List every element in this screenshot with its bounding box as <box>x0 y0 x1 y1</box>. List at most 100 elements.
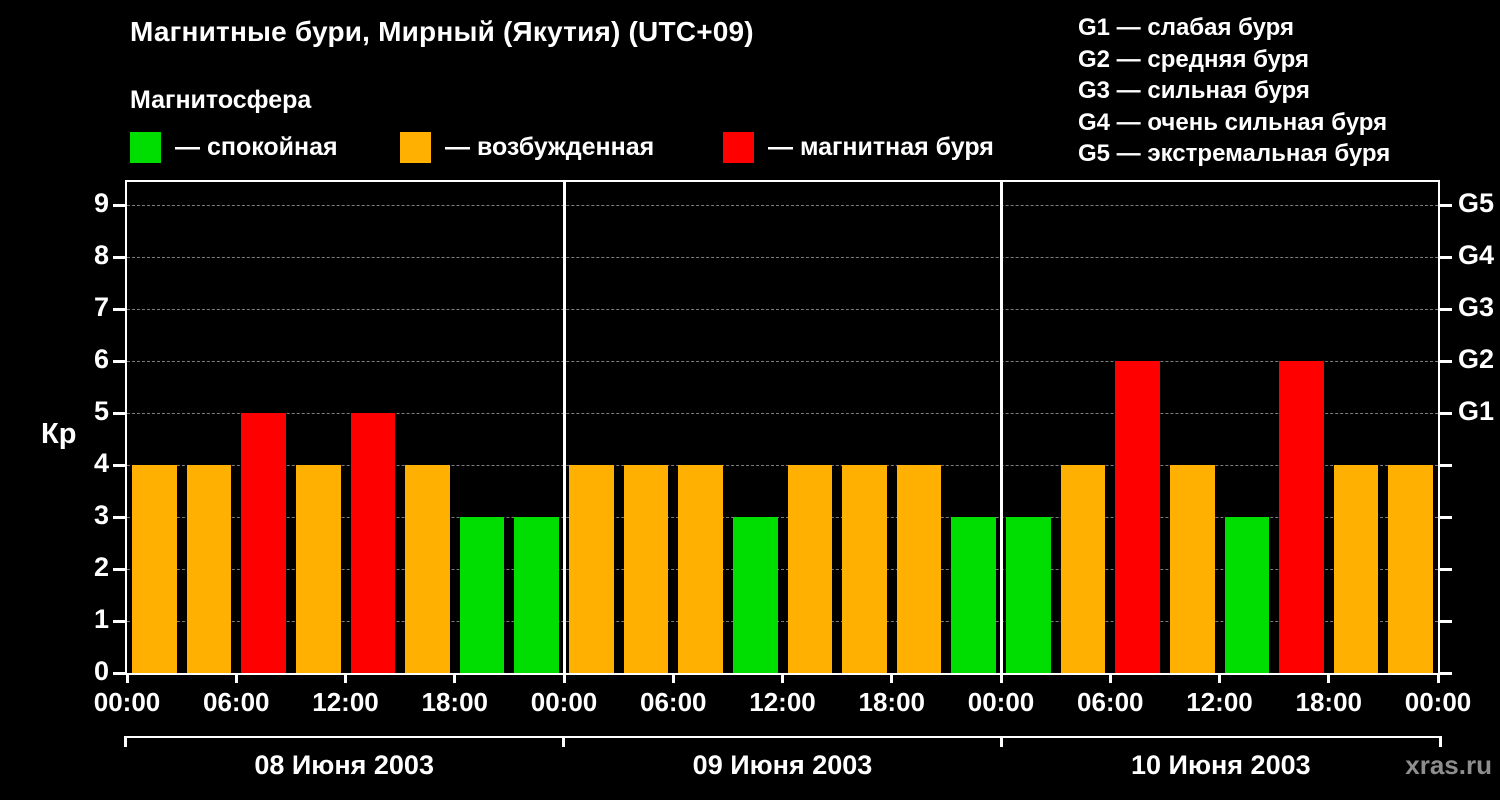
kp-bar <box>1060 465 1106 673</box>
g-legend-line: G1 — слабая буря <box>1078 14 1295 41</box>
kp-bar <box>1115 361 1160 673</box>
date-label: 10 Июня 2003 <box>1131 750 1311 780</box>
gridline <box>127 412 1438 414</box>
day-divider-line <box>999 180 1003 675</box>
y-axis-tick-left <box>113 359 125 363</box>
kp-bar <box>1224 517 1270 673</box>
g-legend-line: G5 — экстремальная буря <box>1078 140 1391 167</box>
gridline <box>127 256 1438 258</box>
y-axis-tick-right <box>1440 567 1452 571</box>
date-axis-tick <box>561 736 565 747</box>
x-axis-tick <box>781 673 784 683</box>
kp-bar <box>951 517 996 673</box>
date-axis-line <box>125 736 1440 738</box>
y-axis-tick-label: 7 <box>93 292 109 323</box>
x-axis-tick-label: 12:00 <box>1186 687 1253 717</box>
date-axis-tick <box>1000 736 1004 747</box>
kp-bar <box>1006 517 1051 673</box>
y-axis-tick-right <box>1440 203 1452 207</box>
y-axis-tick-label: 1 <box>93 604 109 635</box>
storm-color-swatch <box>723 131 754 163</box>
y-axis-tick-right <box>1440 619 1452 623</box>
x-axis-tick-label: 12:00 <box>312 687 379 717</box>
legend-item-quiet: — спокойная <box>130 130 338 164</box>
x-axis-tick-label: 18:00 <box>421 687 489 717</box>
gridline <box>127 204 1438 206</box>
x-axis-tick <box>1218 673 1221 683</box>
g-legend-line: G4 — очень сильная буря <box>1078 108 1388 136</box>
gridline <box>127 360 1438 362</box>
g-axis-label: G3 <box>1458 292 1495 323</box>
date-axis-tick <box>123 736 127 747</box>
day-divider-line <box>562 180 566 675</box>
y-axis-tick-label: 9 <box>93 188 109 219</box>
y-axis-tick-left <box>113 255 125 259</box>
kp-bar <box>514 517 559 673</box>
x-axis-tick <box>1436 673 1440 683</box>
kp-bar <box>678 465 723 673</box>
kp-bar-chart-plot-area: Кр 0 1 2 3 4 5 6 7 8 9 G1 G2 G3 G4 G5 00:00 06:00 12:00 18… <box>41 180 1494 717</box>
x-axis-tick-label: 06:00 <box>203 687 270 717</box>
y-axis-tick-left <box>113 307 125 311</box>
y-axis-tick-label: 3 <box>93 500 109 531</box>
x-axis-tick-label: 00:00 <box>1404 687 1472 717</box>
x-axis-tick-label: 18:00 <box>1295 687 1363 717</box>
y-axis-tick-right <box>1440 411 1452 415</box>
kp-bar <box>1169 465 1215 673</box>
kp-bar <box>787 465 833 673</box>
date-label: 09 Июня 2003 <box>692 750 873 780</box>
y-axis-tick-left <box>113 567 125 571</box>
gridline <box>127 464 1438 466</box>
x-axis-tick-label: 06:00 <box>640 687 707 717</box>
x-axis-tick <box>562 673 566 683</box>
y-axis-tick-left <box>113 515 125 519</box>
kp-bar <box>1333 465 1379 673</box>
x-axis-tick <box>344 673 347 683</box>
legend-item-label: — спокойная <box>175 132 338 161</box>
y-axis-tick-right <box>1440 255 1452 259</box>
y-axis-tick-label: 6 <box>93 344 109 375</box>
y-axis-title: Кр <box>41 418 77 450</box>
kp-bar <box>405 465 450 673</box>
kp-bar <box>1388 465 1433 673</box>
x-axis-tick-label: 06:00 <box>1077 687 1144 717</box>
date-axis-tick <box>1438 736 1442 747</box>
gridline <box>127 620 1438 622</box>
y-axis-tick-right <box>1440 359 1452 363</box>
x-axis-tick-label: 12:00 <box>749 687 816 717</box>
g-scale-legend: G1 — слабая буря G2 — средняя буря G3 — … <box>1078 12 1390 170</box>
g-axis-label: G1 <box>1458 396 1495 427</box>
g-legend-line: G3 — сильная буря <box>1078 77 1310 104</box>
chart-title: Магнитные бури, Мирный (Якутия) (UTC+09) <box>130 16 754 47</box>
x-axis-tick-label: 00:00 <box>530 687 598 717</box>
x-axis-tick <box>1327 673 1331 683</box>
kp-bar <box>295 465 341 673</box>
gridline <box>127 516 1438 518</box>
kp-bar <box>732 517 778 673</box>
x-axis-tick <box>1108 673 1112 683</box>
y-axis-tick-right <box>1440 671 1452 675</box>
y-axis-tick-label: 2 <box>93 552 109 583</box>
quiet-color-swatch <box>130 131 161 163</box>
x-axis-tick-label: 00:00 <box>93 687 161 717</box>
kp-bar <box>241 413 286 673</box>
legend-item-storm: — магнитная буря <box>723 130 994 164</box>
kp-bar <box>459 517 505 673</box>
unsettled-color-swatch <box>400 131 431 163</box>
g-axis-label: G2 <box>1458 344 1495 375</box>
y-axis-tick-label: 0 <box>93 656 109 686</box>
x-axis-tick <box>125 673 129 683</box>
g-axis-label: G4 <box>1458 240 1495 271</box>
kp-bar <box>569 465 614 673</box>
x-axis-tick <box>999 673 1003 683</box>
y-axis-tick-left <box>113 463 125 467</box>
g-axis-label: G5 <box>1458 188 1495 219</box>
x-axis-tick <box>671 673 675 683</box>
kp-bar <box>186 465 232 673</box>
date-label: 08 Июня 2003 <box>254 750 434 780</box>
kp-bar <box>623 465 669 673</box>
legend-item-label: — возбужденная <box>445 132 655 161</box>
y-axis-tick-label: 8 <box>93 240 109 271</box>
y-axis-tick-left <box>113 203 125 207</box>
y-axis-tick-right <box>1440 307 1452 311</box>
